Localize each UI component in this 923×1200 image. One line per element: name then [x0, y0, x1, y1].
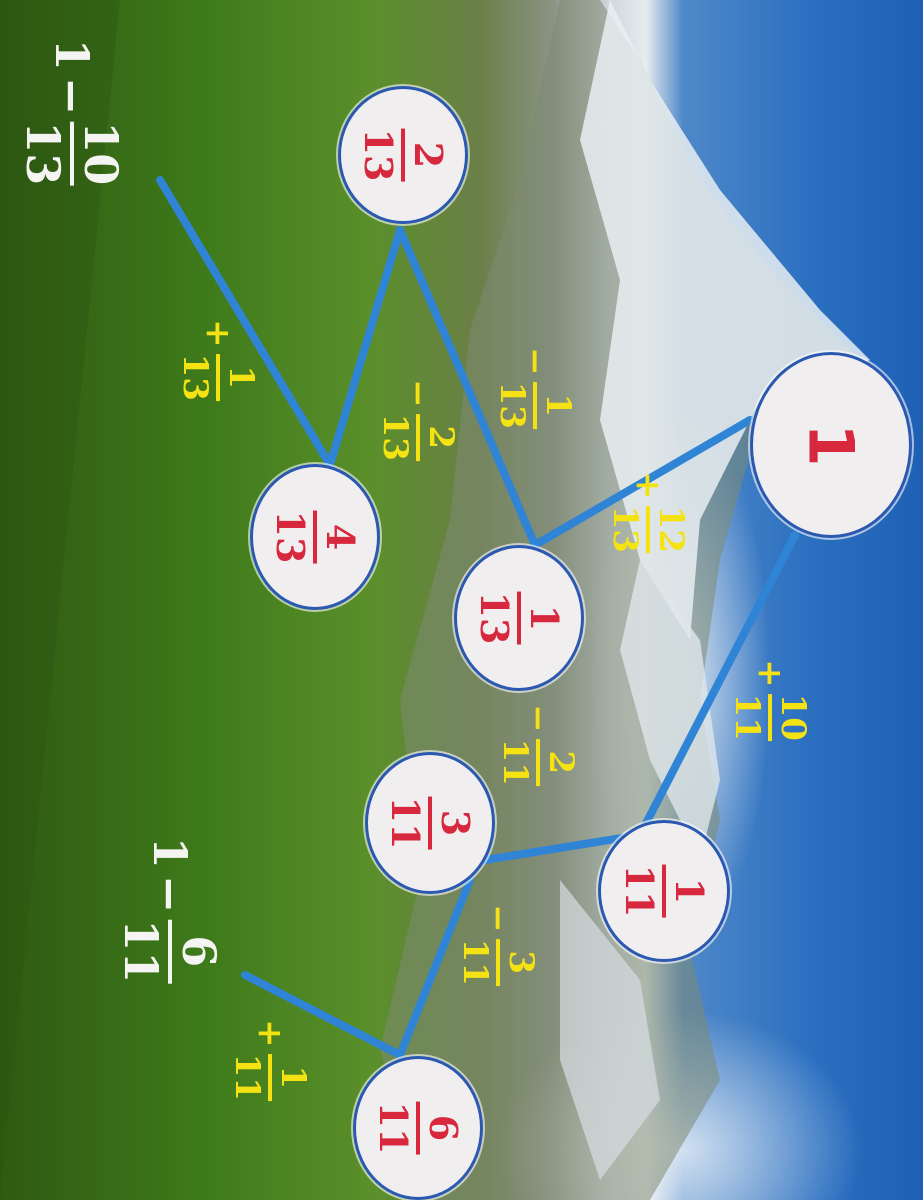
line-3-11-to-6-11 [396, 876, 474, 1059]
node-circle-1-13: 1 13 [454, 545, 584, 691]
edge-label-minus-1-13: − 1 13 [492, 347, 578, 429]
line-4-13-to-result [156, 176, 334, 469]
edge-sign: + [750, 659, 790, 688]
edge-numerator: 1 [538, 393, 578, 418]
edge-sign: − [515, 347, 555, 376]
connector-lines [156, 176, 799, 1059]
edge-denominator: 13 [175, 353, 215, 401]
edge-denominator: 13 [492, 381, 532, 429]
result-whole: 1 [45, 38, 99, 71]
result-sign: − [45, 76, 99, 116]
node-numerator: 1 [667, 877, 712, 905]
edge-numerator: 2 [421, 425, 461, 450]
result-whole: 1 [143, 836, 197, 869]
edge-numerator: 10 [773, 693, 813, 741]
line-1-to-1-13 [531, 416, 754, 549]
edge-denominator: 11 [227, 1053, 267, 1101]
edge-numerator: 1 [273, 1065, 313, 1090]
line-1-to-1-11 [636, 531, 799, 839]
node-denominator: 11 [371, 1101, 416, 1155]
edge-sign: + [198, 319, 238, 348]
edge-numerator: 3 [501, 950, 541, 975]
result-numerator: 6 [172, 935, 226, 968]
edge-label-plus-1-13: + 1 13 [175, 319, 261, 401]
result-expression-13: 1 − 10 13 [16, 38, 128, 186]
node-circle-4-13: 4 13 [250, 464, 380, 610]
node-numerator: 1 [522, 604, 567, 632]
node-circle-1-11: 1 11 [598, 820, 730, 962]
node-denominator: 11 [383, 796, 428, 850]
result-sign: − [143, 874, 197, 914]
edge-sign: − [398, 379, 438, 408]
edge-label-minus-3-11: − 3 11 [455, 904, 541, 986]
edge-denominator: 11 [495, 738, 535, 786]
edge-label-plus-1-11: + 1 11 [227, 1019, 313, 1101]
node-denominator: 11 [617, 864, 662, 918]
edge-sign: + [250, 1019, 290, 1048]
edge-denominator: 13 [605, 505, 645, 553]
edge-sign: − [478, 904, 518, 933]
node-whole-value: 1 [794, 423, 868, 467]
edge-label-plus-12-13: + 12 13 [605, 471, 691, 553]
node-numerator: 3 [433, 809, 478, 837]
edge-numerator: 2 [541, 750, 581, 775]
result-numerator: 10 [74, 121, 128, 186]
edge-denominator: 13 [375, 413, 415, 461]
edge-denominator: 11 [455, 938, 495, 986]
node-circle-2-13: 2 13 [338, 86, 468, 224]
edge-numerator: 12 [651, 505, 691, 553]
node-denominator: 13 [472, 591, 517, 645]
node-circle-1: 1 [750, 352, 912, 538]
node-circle-3-11: 3 11 [365, 752, 495, 894]
edge-denominator: 11 [727, 693, 767, 741]
node-numerator: 2 [406, 141, 451, 169]
node-numerator: 4 [318, 523, 363, 551]
edge-numerator: 1 [221, 365, 261, 390]
edge-label-minus-2-11: − 2 11 [495, 704, 581, 786]
result-denominator: 13 [16, 121, 70, 186]
line-1-11-to-3-11 [481, 831, 644, 864]
edge-label-plus-10-11: + 10 11 [727, 659, 813, 741]
edge-label-minus-2-13: − 2 13 [375, 379, 461, 461]
edge-sign: + [628, 471, 668, 500]
node-denominator: 13 [356, 128, 401, 182]
edge-sign: − [518, 704, 558, 733]
result-denominator: 11 [114, 919, 168, 984]
line-2-13-to-4-13 [326, 226, 404, 469]
node-denominator: 13 [268, 510, 313, 564]
result-expression-11: 1 − 6 11 [114, 836, 226, 984]
line-2-13-to-1-13 [396, 226, 539, 549]
node-numerator: 6 [421, 1114, 466, 1142]
node-circle-6-11: 6 11 [353, 1056, 483, 1200]
line-6-11-to-result [241, 971, 404, 1059]
